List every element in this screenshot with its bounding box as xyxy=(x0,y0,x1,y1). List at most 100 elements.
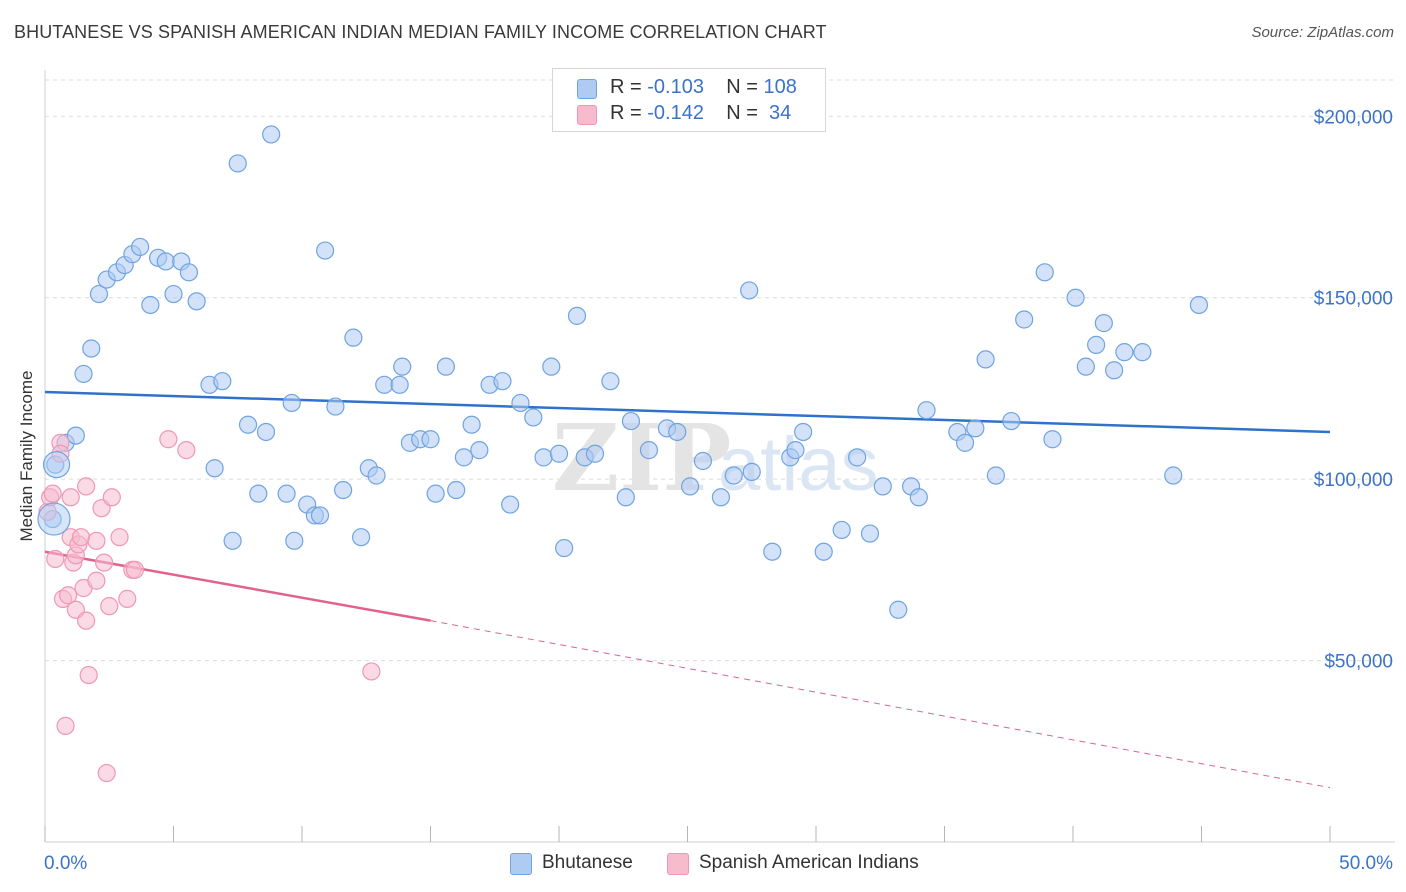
y-tick-label: $50,000 xyxy=(1324,652,1393,673)
bhutanese-point xyxy=(249,484,268,503)
spanish-american-indian-point xyxy=(102,488,121,507)
bhutanese-point xyxy=(130,237,150,257)
bhutanese-point xyxy=(555,538,574,558)
bhutanese-point xyxy=(262,125,281,144)
bhutanese-point xyxy=(37,502,71,536)
bottom-legend-swatch-bhutanese xyxy=(510,853,532,875)
tick-labels: $50,000 $100,000 $150,000 $200,000 0.0% 50.0% xyxy=(44,107,1393,874)
spanish-american-indian-point xyxy=(79,665,98,685)
bhutanese-point xyxy=(1133,343,1152,362)
bhutanese-trend-line xyxy=(44,390,1331,434)
spanish-american-indian-point xyxy=(97,763,116,783)
legend-n-label: N = xyxy=(726,102,758,124)
bhutanese-point xyxy=(156,252,175,271)
bhutanese-point xyxy=(367,466,386,485)
spanish-american-indian-point xyxy=(87,571,106,590)
bhutanese-point xyxy=(205,459,224,478)
bhutanese-point xyxy=(1002,411,1021,431)
bhutanese-point xyxy=(1066,288,1085,307)
bhutanese-point xyxy=(1035,263,1054,282)
source-label: Source: ZipAtlas.com xyxy=(1251,24,1394,41)
grid-lines xyxy=(45,79,1395,662)
bhutanese-point xyxy=(375,375,394,394)
bhutanese-point xyxy=(616,488,635,507)
spanish-american-indian-point xyxy=(159,430,178,449)
y-tick-label: $150,000 xyxy=(1314,289,1393,310)
bhutanese-point xyxy=(909,488,928,507)
legend-r-label: R = xyxy=(610,76,642,98)
spanish-american-indian-point xyxy=(177,441,196,460)
bhutanese-point xyxy=(1164,466,1183,485)
bhutanese-point xyxy=(1094,314,1113,333)
legend-r-value: -0.142 xyxy=(647,102,704,124)
x-tick-label: 0.0% xyxy=(44,853,87,874)
bhutanese-point xyxy=(976,350,995,369)
bhutanese-point xyxy=(860,524,880,543)
stats-legend: R = -0.103 N = 108 R = -0.142 N = 34 xyxy=(552,68,826,132)
bhutanese-point xyxy=(493,372,512,391)
spanish-american-indian-point xyxy=(71,528,91,547)
axes xyxy=(44,70,1395,843)
bhutanese-point xyxy=(966,419,985,438)
bhutanese-point xyxy=(832,520,851,540)
bhutanese-point xyxy=(256,422,276,442)
bhutanese-point xyxy=(1087,335,1106,354)
data-points xyxy=(37,125,1209,783)
bottom-legend-label: Spanish American Indians xyxy=(699,852,919,873)
bhutanese-point xyxy=(213,372,232,391)
legend-n-value: 108 xyxy=(763,76,797,98)
spanish-american-indian-point xyxy=(125,560,145,579)
bhutanese-point xyxy=(82,339,101,358)
bhutanese-point xyxy=(534,448,553,467)
bhutanese-point xyxy=(621,411,641,431)
spanish-american-indian-point xyxy=(77,611,96,630)
spanish-american-indian-point xyxy=(118,589,137,608)
bhutanese-point xyxy=(693,451,713,471)
bhutanese-point xyxy=(316,241,335,260)
bhutanese-point xyxy=(89,284,109,304)
bhutanese-point xyxy=(763,542,782,561)
bhutanese-point xyxy=(42,451,71,479)
bhutanese-point xyxy=(238,415,258,434)
bhutanese-point xyxy=(680,477,700,496)
legend-r-label: R = xyxy=(610,102,642,124)
bhutanese-point xyxy=(549,444,569,463)
bhutanese-point xyxy=(436,357,456,376)
bhutanese-point xyxy=(848,448,867,467)
bhutanese-point xyxy=(1015,310,1034,329)
bhutanese-point xyxy=(344,328,363,347)
bhutanese-point xyxy=(1105,361,1124,380)
bhutanese-point xyxy=(426,484,445,503)
bhutanese-point xyxy=(567,306,587,325)
bhutanese-point xyxy=(282,393,301,413)
bhutanese-point xyxy=(601,372,620,391)
bhutanese-point xyxy=(310,506,330,525)
y-tick-label: $100,000 xyxy=(1314,470,1393,491)
bhutanese-point xyxy=(711,488,731,507)
spanish-american-indian-point xyxy=(77,477,96,496)
bhutanese-point xyxy=(223,531,242,550)
spanish-american-indian-point xyxy=(46,549,65,569)
bhutanese-point xyxy=(639,441,659,460)
spanish-american-indian-point xyxy=(95,553,114,572)
bhutanese-point xyxy=(794,422,813,442)
bhutanese-point xyxy=(511,393,530,413)
legend-r-value: -0.103 xyxy=(647,76,704,98)
bhutanese-point xyxy=(447,480,466,500)
spanish-american-indian-point xyxy=(43,484,62,503)
bhutanese-point xyxy=(326,397,345,416)
y-axis-label: Median Family Income xyxy=(17,370,36,541)
bhutanese-point xyxy=(179,263,199,282)
bhutanese-point xyxy=(1076,357,1095,376)
x-tick-label: 50.0% xyxy=(1339,853,1393,874)
bottom-legend-swatch-spanish-american-indians xyxy=(667,853,689,875)
chart-title: BHUTANESE VS SPANISH AMERICAN INDIAN MED… xyxy=(14,22,827,42)
spanish-american-indian-point xyxy=(56,716,75,735)
bhutanese-point xyxy=(585,444,605,463)
bhutanese-point xyxy=(352,528,371,547)
bhutanese-point xyxy=(740,281,759,300)
spanish-american-indians-trend-extension xyxy=(430,620,1331,789)
bhutanese-point xyxy=(66,426,85,445)
bhutanese-point xyxy=(1189,295,1209,315)
